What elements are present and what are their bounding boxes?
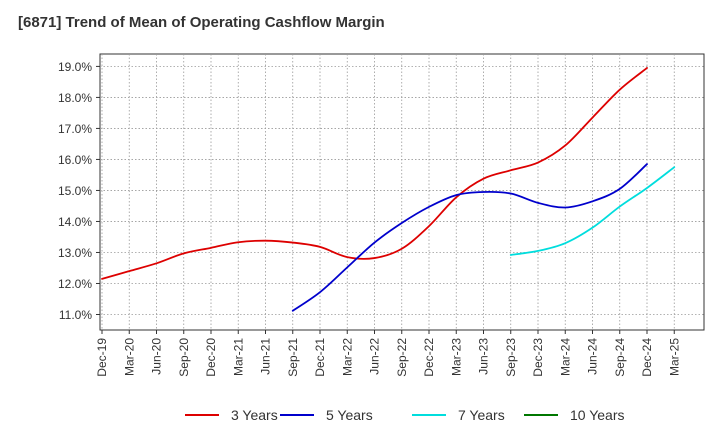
x-tick-label: Sep-22 (395, 338, 409, 377)
y-axis: 11.0% 12.0% 13.0% 14.0% 15.0% 16.0% 17.0% 18.0%… (58, 60, 100, 322)
x-tick-label: Sep-24 (613, 338, 627, 377)
x-tick-label: Dec-22 (422, 338, 436, 377)
x-axis: Dec-19 Mar-20 Jun-20 Sep-20 Dec-20 Mar-21 Jun-… (95, 330, 681, 377)
x-tick-label: Dec-20 (204, 338, 218, 377)
x-tick-label: Dec-21 (313, 338, 327, 377)
x-tick-label: Dec-23 (531, 338, 545, 377)
legend-item: 7 Years (412, 405, 505, 425)
series-line-3-years (101, 67, 648, 280)
x-tick-label: Jun-22 (368, 338, 382, 375)
y-tick-label: 12.0% (58, 277, 92, 291)
legend-swatch (280, 414, 314, 416)
x-tick-label: Mar-23 (449, 338, 463, 376)
x-tick-label: Mar-20 (122, 338, 136, 376)
legend-label: 5 Years (326, 407, 373, 423)
grid-lines (100, 54, 704, 330)
series-line-7-years (509, 166, 676, 256)
legend-label: 7 Years (458, 407, 505, 423)
y-tick-label: 14.0% (58, 215, 92, 229)
y-tick-label: 11.0% (59, 308, 92, 322)
y-tick-label: 18.0% (58, 91, 92, 105)
x-tick-label: Sep-21 (286, 338, 300, 377)
x-tick-label: Dec-24 (640, 338, 654, 377)
x-tick-label: Jun-20 (150, 338, 164, 375)
legend-swatch (412, 414, 446, 416)
legend-item: 3 Years (185, 405, 278, 425)
x-tick-label: Sep-23 (504, 338, 518, 377)
x-tick-label: Dec-19 (95, 338, 109, 377)
x-tick-label: Mar-21 (231, 338, 245, 376)
x-tick-label: Jun-23 (477, 338, 491, 375)
series-lines (101, 67, 676, 312)
x-tick-label: Mar-22 (340, 338, 354, 376)
legend-label: 3 Years (231, 407, 278, 423)
legend-item: 5 Years (280, 405, 373, 425)
y-tick-label: 15.0% (58, 184, 92, 198)
x-tick-label: Sep-20 (177, 338, 191, 377)
y-tick-label: 19.0% (58, 60, 92, 74)
y-tick-label: 16.0% (58, 153, 92, 167)
legend-swatch (185, 414, 219, 416)
legend-item: 10 Years (524, 405, 625, 425)
x-tick-label: Mar-25 (667, 338, 681, 376)
x-tick-label: Jun-24 (586, 338, 600, 375)
legend-label: 10 Years (570, 407, 625, 423)
y-tick-label: 17.0% (58, 122, 92, 136)
chart-title: [6871] Trend of Mean of Operating Cashfl… (18, 14, 385, 31)
y-tick-label: 13.0% (58, 246, 92, 260)
series-line-5-years (291, 163, 648, 312)
legend: 3 Years 5 Years 7 Years 10 Years (0, 405, 720, 425)
legend-swatch (524, 414, 558, 416)
x-tick-label: Mar-24 (558, 338, 572, 376)
x-tick-label: Jun-21 (259, 338, 273, 375)
